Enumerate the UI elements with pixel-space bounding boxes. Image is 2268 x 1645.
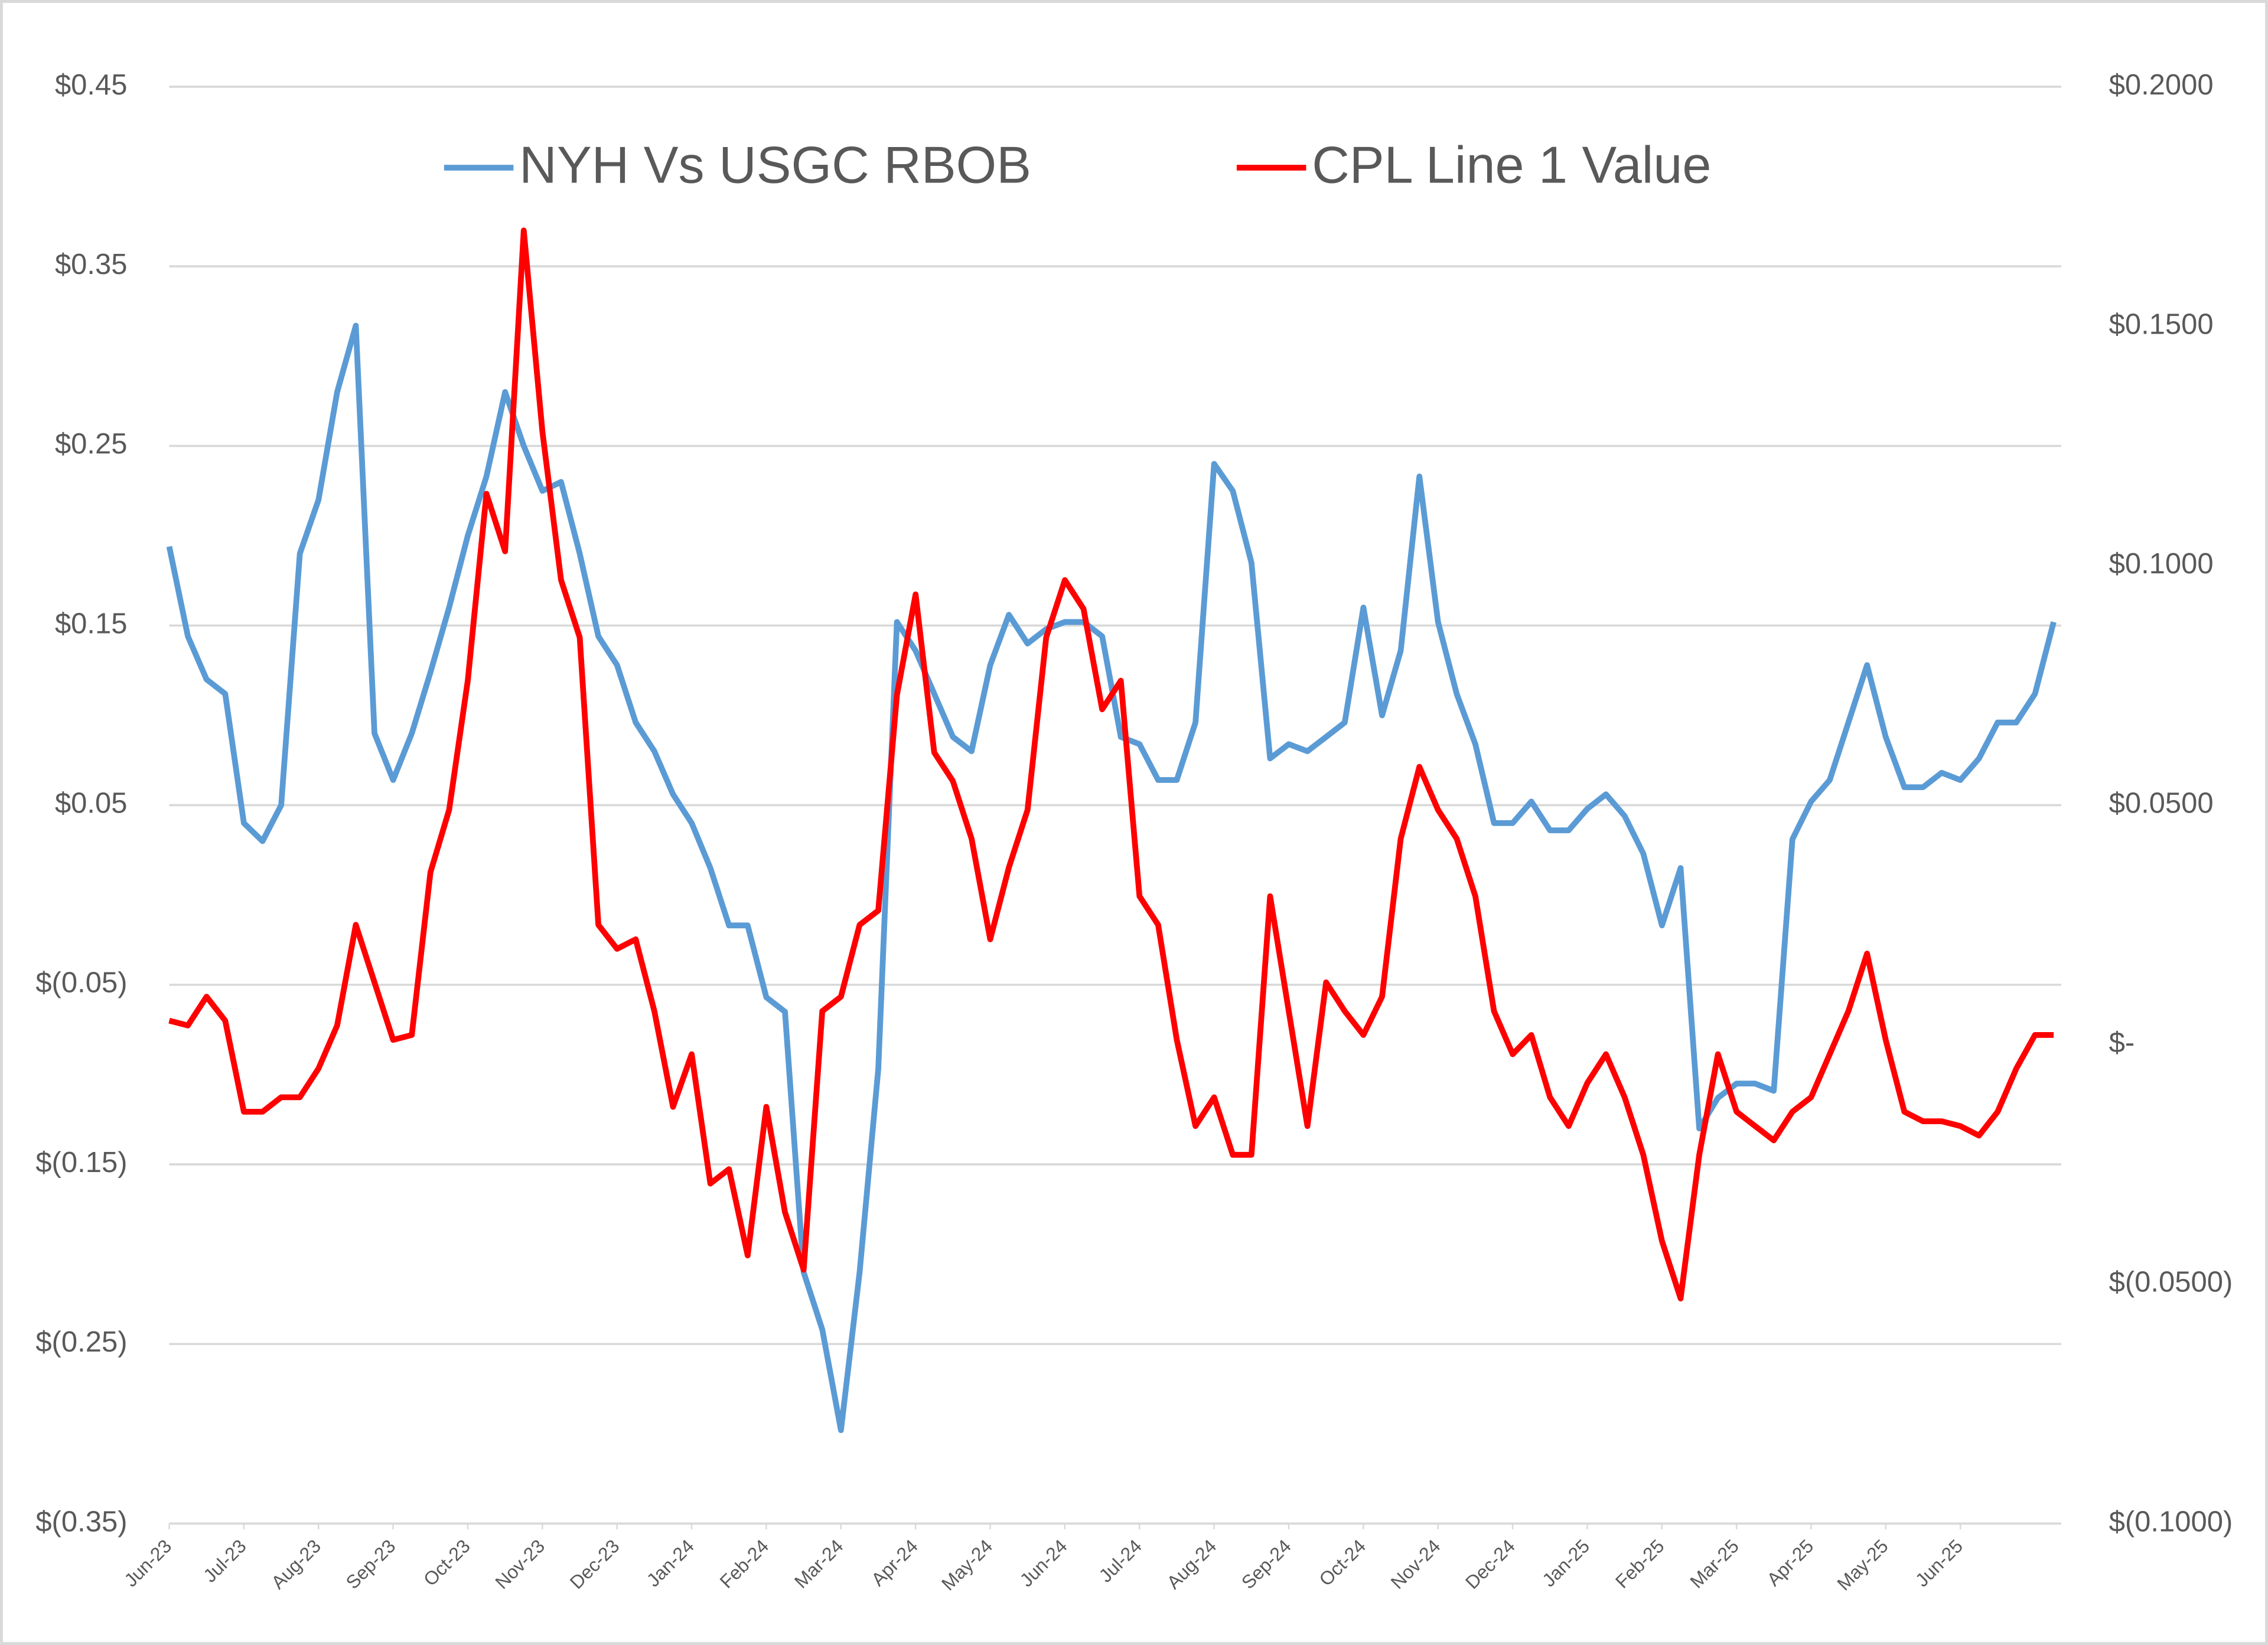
y-tick-label: $0.35 [55,249,128,280]
y-tick-label: $0.15 [55,608,128,639]
y2-tick-label: $0.2000 [2109,69,2214,101]
y-tick-label: $(0.15) [35,1147,127,1179]
y2-tick-label: $- [2109,1027,2135,1059]
y-tick-label: $0.05 [55,788,128,820]
y-tick-label: $(0.05) [35,967,127,999]
y2-tick-label: $0.1500 [2109,308,2214,340]
y-tick-label: $0.45 [55,69,128,101]
y-tick-label: $(0.25) [35,1326,127,1358]
y-tick-label: $0.25 [55,428,128,460]
y2-tick-label: $(0.0500) [2109,1267,2233,1298]
y-tick-label: $(0.35) [35,1506,127,1538]
legend-label: CPL Line 1 Value [1312,136,1711,194]
series-line [166,322,2057,1434]
legend-label: NYH Vs USGC RBOB [519,136,1031,194]
y2-tick-label: $(0.1000) [2109,1506,2233,1538]
y2-tick-label: $0.1000 [2109,548,2214,580]
series-line [168,227,2054,1302]
y2-tick-label: $0.0500 [2109,788,2214,820]
